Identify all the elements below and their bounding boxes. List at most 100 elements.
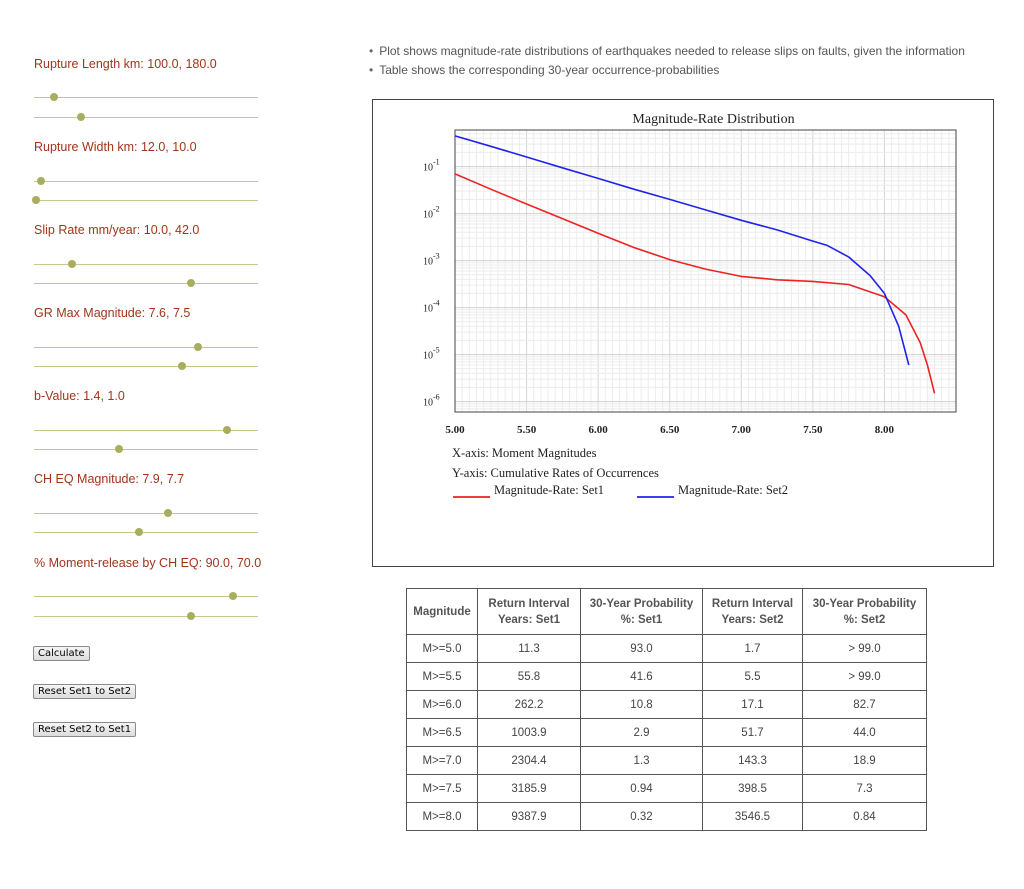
y-tick-label: 10-3	[423, 252, 440, 268]
x-tick-label: 7.50	[803, 424, 823, 436]
slider-thumb[interactable]	[186, 612, 195, 620]
table-cell: 2.9	[580, 718, 703, 747]
magnitude-rate-chart: Magnitude-Rate Distribution 5.00 5.50 6.00 6…	[423, 112, 957, 498]
ch-eq-magnitude-set2-slider[interactable]	[34, 528, 258, 536]
table-cell: 1003.9	[477, 718, 581, 747]
plot-frame	[454, 129, 957, 413]
x-axis-description: X-axis: Moment Magnitudes	[452, 446, 597, 460]
legend-label-set2: Magnitude-Rate: Set2	[678, 483, 788, 497]
rupture-width-set1-slider[interactable]	[34, 177, 258, 185]
info-notes: Plot shows magnitude-rate distributions …	[369, 42, 965, 80]
reset-set1-to-set2-button[interactable]: Reset Set1 to Set2	[33, 684, 137, 699]
gr-max-magnitude-set2-slider[interactable]	[34, 362, 258, 370]
table-row: M>=5.5 55.8 41.6 5.5 > 99.0	[406, 662, 927, 691]
slider-thumb[interactable]	[186, 279, 195, 287]
header-probability-set2: 30-Year Probability%: Set2	[802, 588, 927, 635]
table-cell: 41.6	[580, 662, 703, 691]
table-cell: 2304.4	[477, 746, 581, 775]
header-probability-set1: 30-Year Probability%: Set1	[580, 588, 703, 635]
table-cell: M>=5.0	[406, 634, 478, 663]
slider-thumb[interactable]	[115, 445, 124, 453]
rupture-length-label: Rupture Length km: 100.0, 180.0	[34, 57, 217, 71]
legend-label-set1: Magnitude-Rate: Set1	[494, 483, 604, 497]
table-cell: M>=6.0	[406, 690, 478, 719]
table-row: M>=7.0 2304.4 1.3 143.3 18.9	[406, 746, 927, 775]
slider-thumb[interactable]	[32, 196, 41, 204]
note-table: Table shows the corresponding 30-year oc…	[369, 61, 965, 80]
table-cell: 17.1	[702, 690, 803, 719]
moment-release-label: % Moment-release by CH EQ: 90.0, 70.0	[34, 556, 262, 570]
slip-rate-set2-slider[interactable]	[34, 279, 258, 287]
slip-rate-set1-slider[interactable]	[34, 260, 258, 268]
table-cell: 7.3	[802, 774, 927, 803]
header-return-interval-set2: Return Interval Years: Set2	[702, 588, 803, 635]
y-tick-label: 10-1	[423, 158, 440, 174]
b-value-set1-slider[interactable]	[34, 426, 258, 434]
header-magnitude: Magnitude	[406, 588, 478, 635]
gr-max-magnitude-set1-slider[interactable]	[34, 343, 258, 351]
series-line-set1	[454, 173, 936, 394]
table-cell: 82.7	[802, 690, 927, 719]
y-tick-label: 10-4	[423, 299, 440, 315]
table-row: M>=7.5 3185.9 0.94 398.5 7.3	[406, 774, 927, 803]
chart-title: Magnitude-Rate Distribution	[632, 112, 794, 127]
b-value-label: b-Value: 1.4, 1.0	[34, 389, 125, 403]
rupture-length-set1-slider[interactable]	[34, 93, 258, 101]
table-cell: 5.5	[702, 662, 803, 691]
slider-thumb[interactable]	[77, 113, 86, 121]
x-tick-label: 5.00	[445, 424, 465, 436]
table-header-row: Magnitude Return Interval Years: Set1 30-…	[406, 588, 927, 635]
table-cell: 51.7	[702, 718, 803, 747]
ch-eq-magnitude-set1-slider[interactable]	[34, 509, 258, 517]
table-cell: 0.84	[802, 802, 927, 831]
table-cell: 0.94	[580, 774, 703, 803]
table-row: M>=6.5 1003.9 2.9 51.7 44.0	[406, 718, 927, 747]
table-cell: 93.0	[580, 634, 703, 663]
table-cell: 3546.5	[702, 802, 803, 831]
slider-thumb[interactable]	[50, 93, 59, 101]
table-cell: M>=7.5	[406, 774, 478, 803]
moment-release-set1-slider[interactable]	[34, 592, 258, 600]
table-cell: 55.8	[477, 662, 581, 691]
table-cell: 18.9	[802, 746, 927, 775]
rupture-width-set2-slider[interactable]	[32, 196, 258, 204]
y-axis-description: Y-axis: Cumulative Rates of Occurrences	[452, 466, 659, 480]
b-value-set2-slider[interactable]	[34, 445, 258, 453]
table-cell: 1.7	[702, 634, 803, 663]
rupture-length-set2-slider[interactable]	[34, 113, 258, 121]
calculate-button[interactable]: Calculate	[33, 646, 90, 661]
ch-eq-magnitude-label: CH EQ Magnitude: 7.9, 7.7	[34, 472, 185, 486]
slider-thumb[interactable]	[229, 592, 238, 600]
table-row: M>=8.0 9387.9 0.32 3546.5 0.84	[406, 802, 927, 831]
table-cell: 9387.9	[477, 802, 581, 831]
moment-release-set2-slider[interactable]	[34, 612, 258, 620]
slider-thumb[interactable]	[222, 426, 231, 434]
table-cell: M>=5.5	[406, 662, 478, 691]
gr-max-magnitude-label: GR Max Magnitude: 7.6, 7.5	[34, 306, 191, 320]
slider-thumb[interactable]	[36, 177, 45, 185]
note-plot: Plot shows magnitude-rate distributions …	[369, 42, 965, 61]
slider-thumb[interactable]	[135, 528, 144, 536]
table-cell: M>=6.5	[406, 718, 478, 747]
x-tick-label: 8.00	[875, 424, 895, 436]
slider-thumb[interactable]	[68, 260, 77, 268]
slider-thumb[interactable]	[193, 343, 202, 351]
header-return-interval-set1: Return Interval Years: Set1	[477, 588, 581, 635]
y-tick-label: 10-2	[423, 205, 440, 221]
slider-thumb[interactable]	[177, 362, 186, 370]
rupture-width-label: Rupture Width km: 12.0, 10.0	[34, 140, 197, 154]
table-cell: M>=8.0	[406, 802, 478, 831]
reset-set2-to-set1-button[interactable]: Reset Set2 to Set1	[33, 722, 137, 737]
chart-panel: Magnitude-Rate Distribution 5.00 5.50 6.00 6…	[372, 99, 994, 567]
table-row: M>=5.0 11.3 93.0 1.7 > 99.0	[406, 634, 927, 663]
probability-table: Magnitude Return Interval Years: Set1 30-…	[406, 588, 927, 831]
y-tick-label: 10-5	[423, 346, 440, 362]
slip-rate-label: Slip Rate mm/year: 10.0, 42.0	[34, 223, 200, 237]
table-cell: 0.32	[580, 802, 703, 831]
table-cell: 3185.9	[477, 774, 581, 803]
table-cell: 10.8	[580, 690, 703, 719]
slider-thumb[interactable]	[164, 509, 173, 517]
table-cell: 143.3	[702, 746, 803, 775]
table-cell: 44.0	[802, 718, 927, 747]
series-line-set2	[454, 135, 910, 366]
